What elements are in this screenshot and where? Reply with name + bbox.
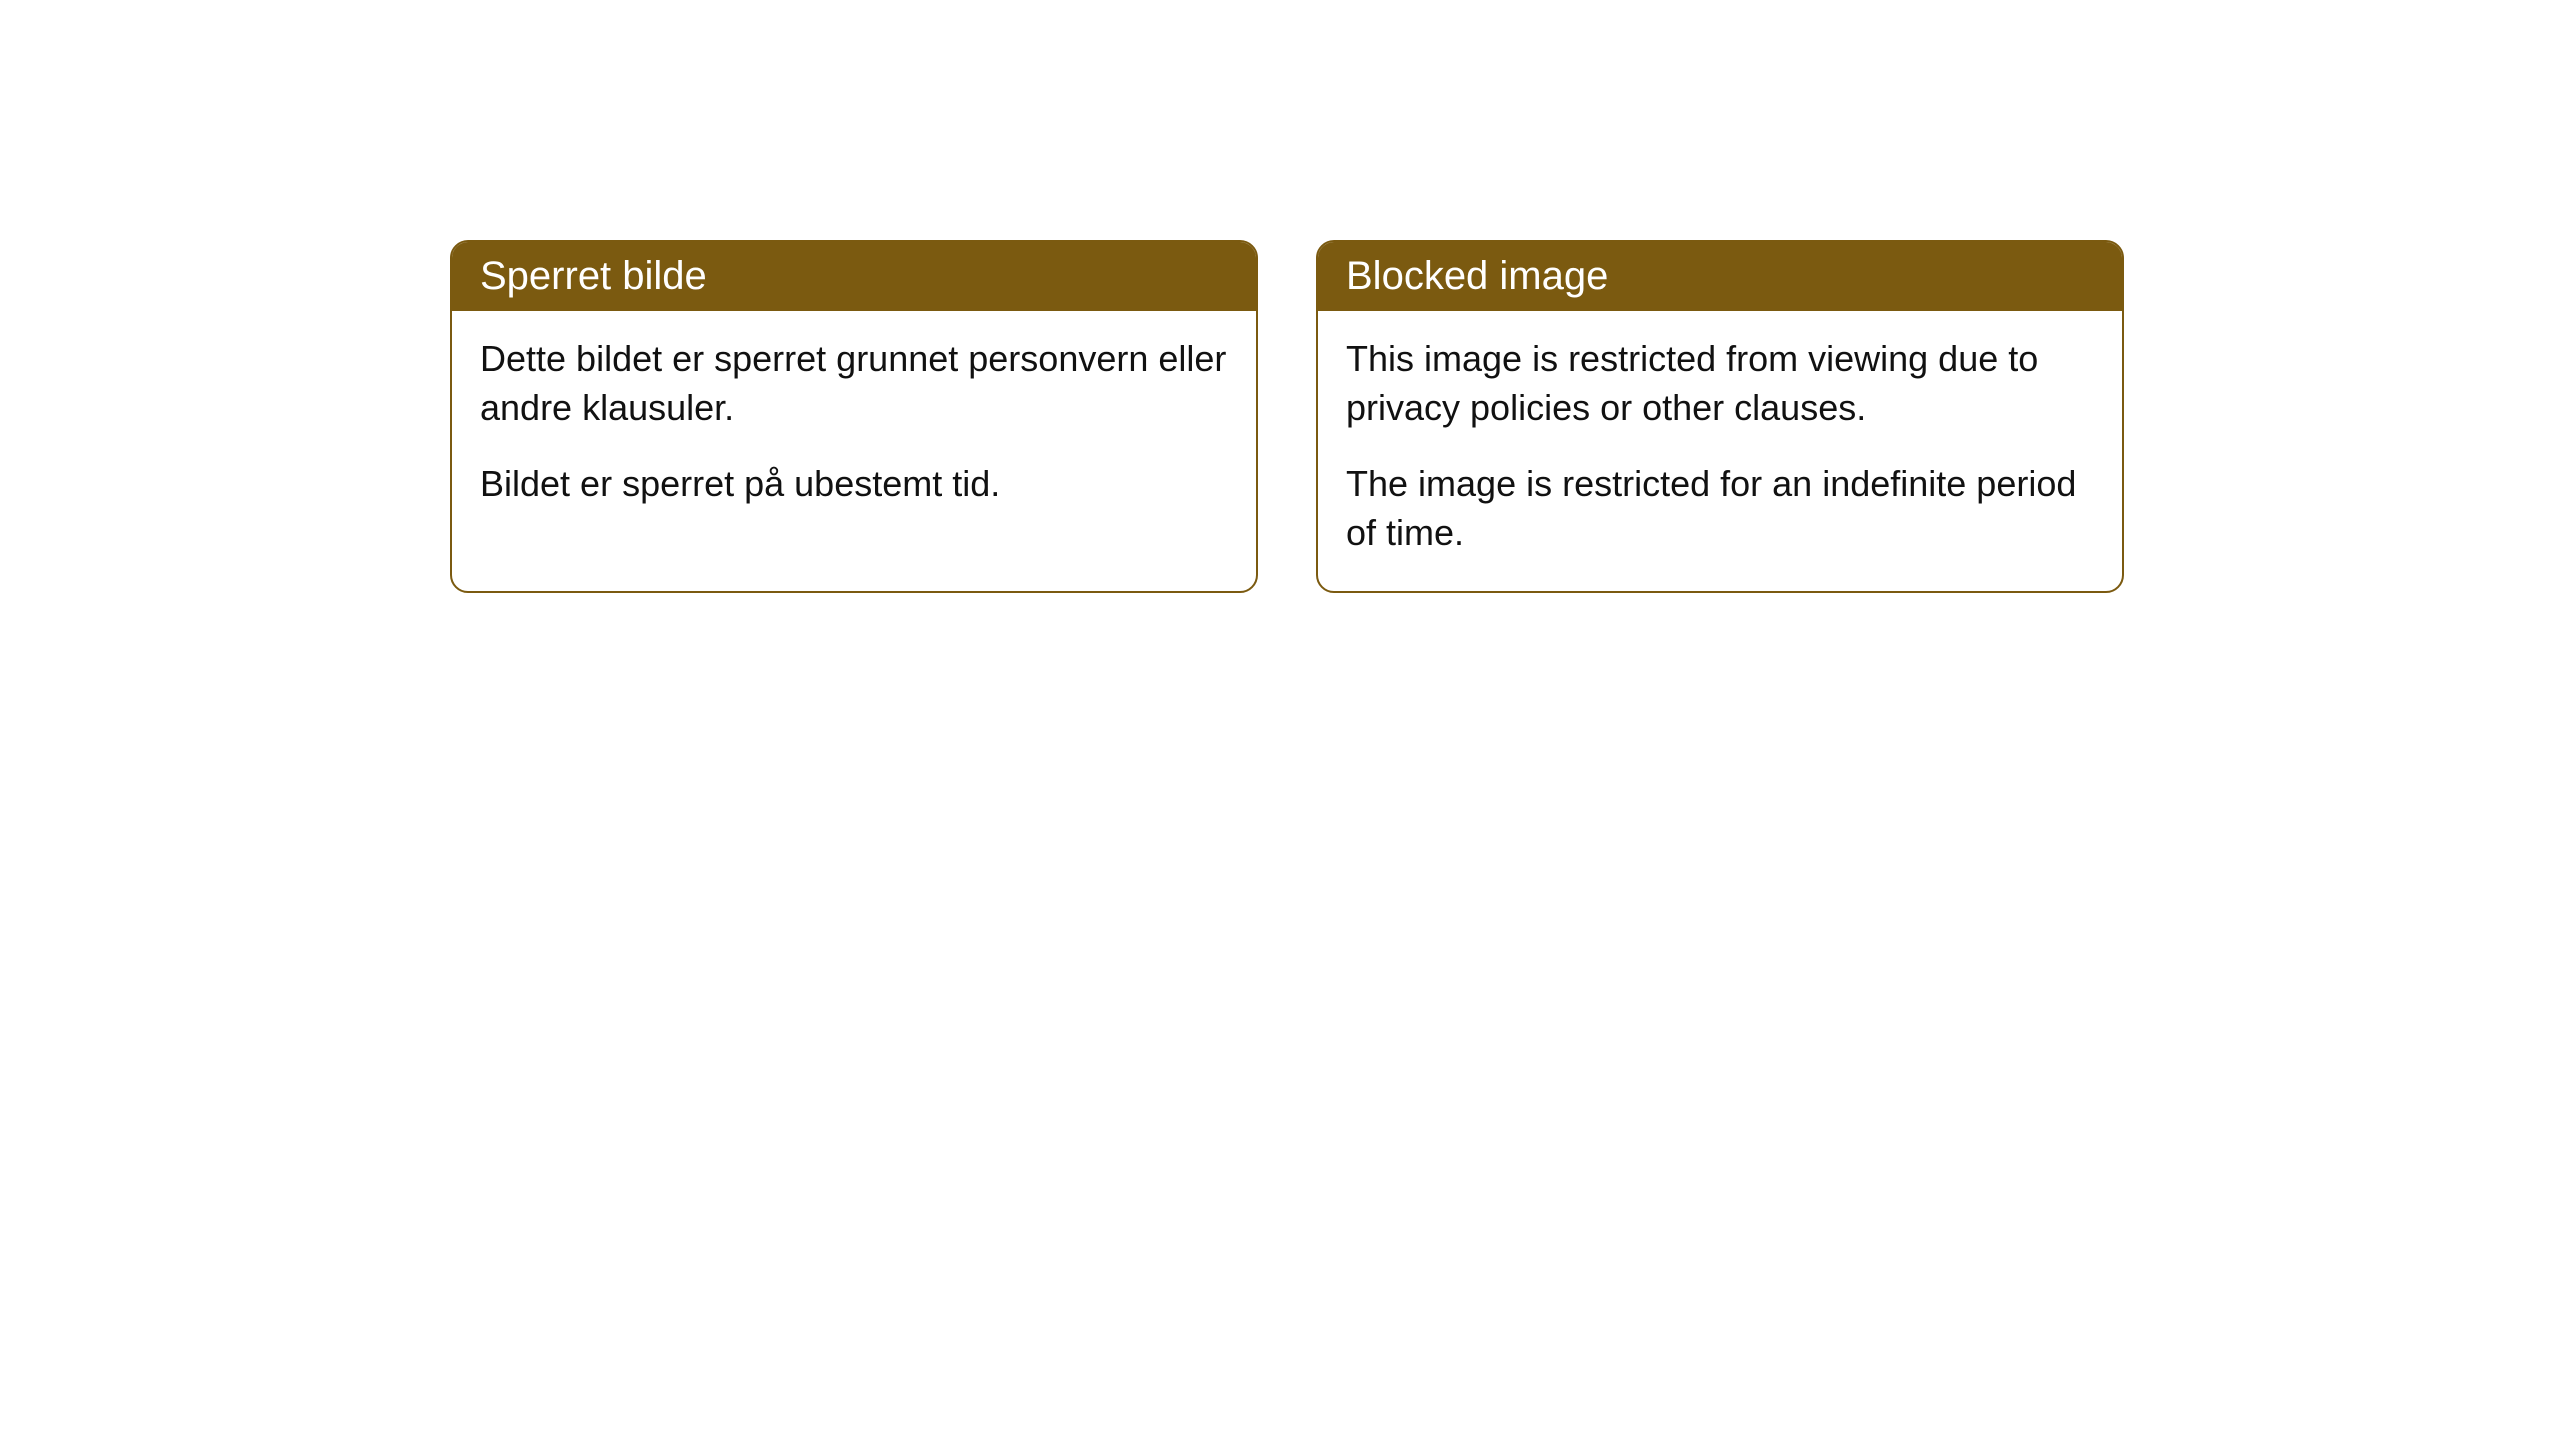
card-paragraph: Dette bildet er sperret grunnet personve… bbox=[480, 335, 1228, 432]
card-paragraph: This image is restricted from viewing du… bbox=[1346, 335, 2094, 432]
blocked-image-card-norwegian: Sperret bilde Dette bildet er sperret gr… bbox=[450, 240, 1258, 593]
notice-cards-container: Sperret bilde Dette bildet er sperret gr… bbox=[450, 240, 2124, 593]
card-body: This image is restricted from viewing du… bbox=[1318, 311, 2122, 591]
card-body: Dette bildet er sperret grunnet personve… bbox=[452, 311, 1256, 543]
card-title: Blocked image bbox=[1346, 254, 1608, 298]
card-paragraph: The image is restricted for an indefinit… bbox=[1346, 460, 2094, 557]
blocked-image-card-english: Blocked image This image is restricted f… bbox=[1316, 240, 2124, 593]
card-header: Blocked image bbox=[1318, 242, 2122, 311]
card-header: Sperret bilde bbox=[452, 242, 1256, 311]
card-paragraph: Bildet er sperret på ubestemt tid. bbox=[480, 460, 1228, 509]
card-title: Sperret bilde bbox=[480, 254, 707, 298]
